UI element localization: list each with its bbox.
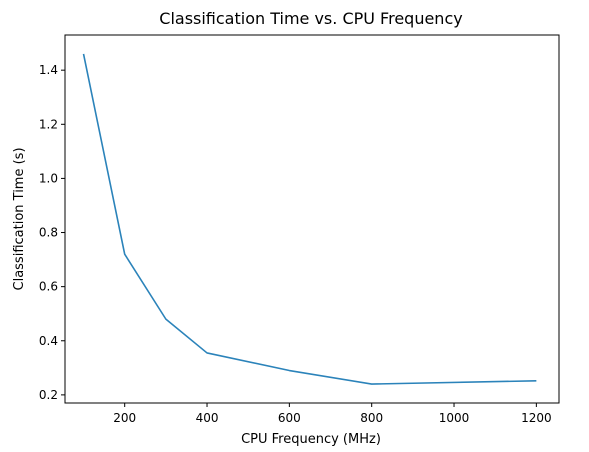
y-tick-label-1.2: 1.2 — [39, 117, 58, 131]
y-axis-label: Classification Time (s) — [12, 147, 27, 290]
y-tick-label-0.2: 0.2 — [39, 388, 58, 402]
x-tick-label-200: 200 — [113, 411, 136, 425]
x-tick-label-400: 400 — [196, 411, 219, 425]
x-tick-label-800: 800 — [360, 411, 383, 425]
chart-title: Classification Time vs. CPU Frequency — [159, 9, 462, 28]
plot-frame — [64, 34, 560, 404]
y-tick-label-1.0: 1.0 — [39, 171, 58, 185]
x-tick-label-600: 600 — [278, 411, 301, 425]
y-tick-label-1.4: 1.4 — [39, 63, 58, 77]
x-tick-label-1200: 1200 — [521, 411, 552, 425]
y-tick-label-0.6: 0.6 — [39, 280, 58, 294]
x-tick-label-1000: 1000 — [439, 411, 470, 425]
x-axis-label: CPU Frequency (MHz) — [241, 432, 381, 447]
series-line-0 — [82, 53, 537, 385]
plot-area: 200 400 600 800 1000 1200 0.2 0.4 0.6 0.8 1.0 1.2 1.… — [39, 34, 560, 425]
y-tick-label-0.8: 0.8 — [39, 226, 58, 240]
y-tick-label-0.4: 0.4 — [39, 334, 58, 348]
